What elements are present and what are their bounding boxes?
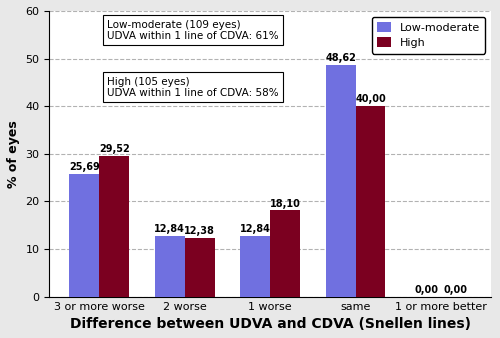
Text: High (105 eyes)
UDVA within 1 line of CDVA: 58%: High (105 eyes) UDVA within 1 line of CD…: [107, 77, 278, 98]
Text: 18,10: 18,10: [270, 198, 300, 209]
Bar: [270, 211, 300, 297]
Bar: [356, 106, 386, 297]
Bar: [155, 236, 184, 297]
Text: 29,52: 29,52: [99, 144, 130, 154]
Text: 40,00: 40,00: [355, 94, 386, 104]
Legend: Low-moderate, High: Low-moderate, High: [372, 17, 486, 54]
X-axis label: Difference between UDVA and CDVA (Snellen lines): Difference between UDVA and CDVA (Snelle…: [70, 317, 470, 331]
Text: 25,69: 25,69: [69, 163, 100, 172]
Text: 0,00: 0,00: [414, 285, 438, 295]
Text: 48,62: 48,62: [325, 53, 356, 63]
Text: 12,84: 12,84: [240, 224, 270, 234]
Text: 12,84: 12,84: [154, 224, 185, 234]
Bar: [184, 238, 214, 297]
Bar: [240, 236, 270, 297]
Text: 12,38: 12,38: [184, 226, 215, 236]
Bar: [100, 156, 129, 297]
Y-axis label: % of eyes: % of eyes: [7, 120, 20, 188]
Text: Low-moderate (109 eyes)
UDVA within 1 line of CDVA: 61%: Low-moderate (109 eyes) UDVA within 1 li…: [107, 20, 278, 41]
Bar: [326, 65, 356, 297]
Bar: [70, 174, 100, 297]
Text: 0,00: 0,00: [444, 285, 468, 295]
